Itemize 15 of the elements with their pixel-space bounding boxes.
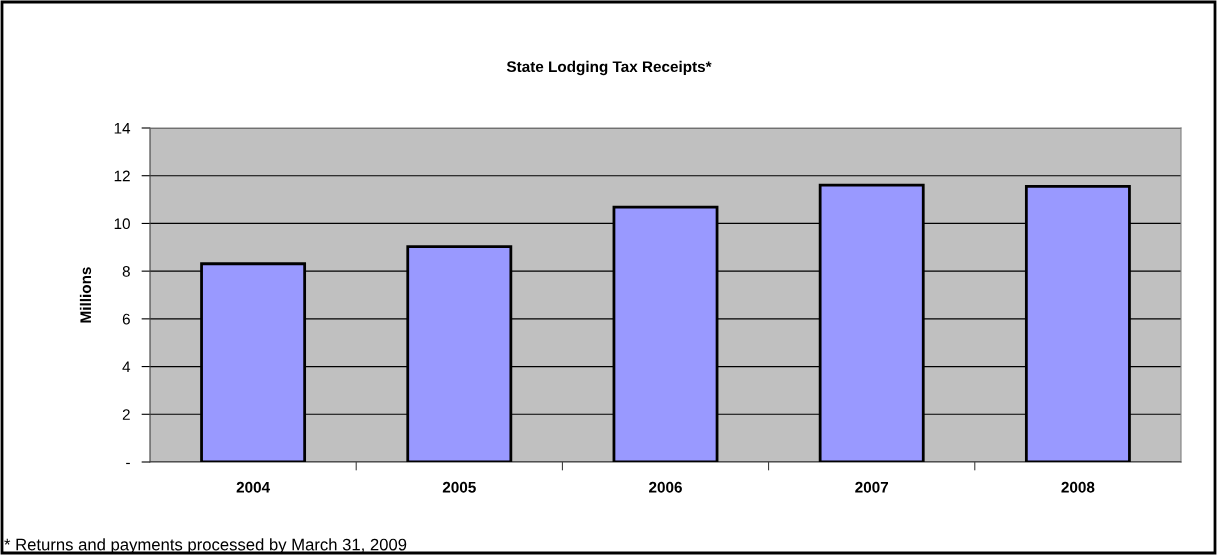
y-tick-label: 12: [114, 170, 130, 182]
y-axis-title: Millions: [79, 267, 92, 323]
y-tick-label: 2: [122, 409, 130, 420]
chart-title: State Lodging Tax Receipts*: [506, 60, 712, 76]
y-tick-label: -: [126, 462, 130, 465]
x-tick-label: 2005: [442, 481, 476, 493]
x-tick-label: 2007: [855, 481, 889, 493]
x-tick-label: 2004: [236, 481, 271, 493]
x-tick-label: 2006: [649, 481, 682, 493]
x-tick-label: 2008: [1061, 481, 1095, 493]
y-tick-label: 14: [114, 123, 131, 134]
y-tick-label: 10: [114, 218, 130, 230]
y-tick-label: 4: [122, 361, 131, 373]
y-tick-label: 8: [122, 266, 130, 277]
y-tick-label: 6: [122, 313, 130, 325]
